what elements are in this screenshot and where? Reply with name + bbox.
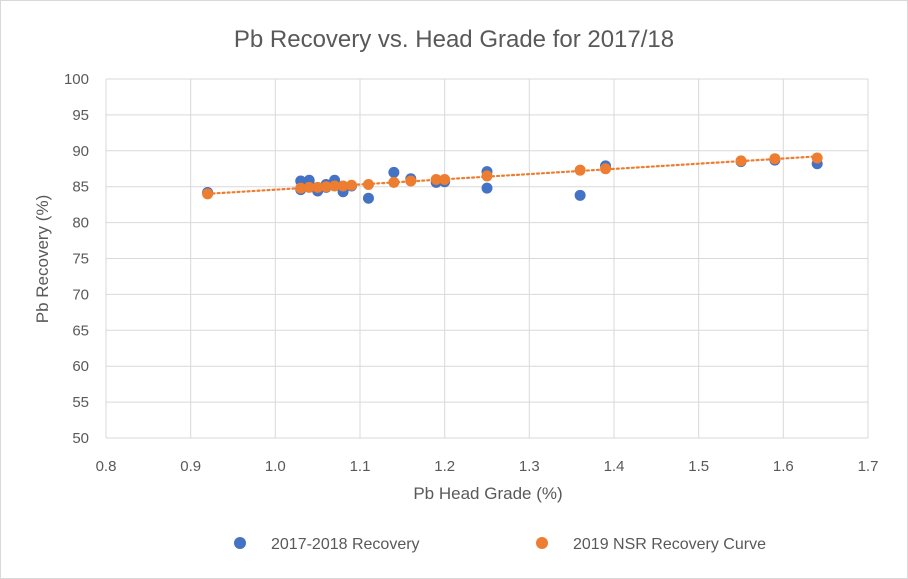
x-tick-label: 1.1 (350, 458, 371, 475)
x-tick-label: 1.7 (858, 458, 879, 475)
nsr-curve-point (735, 155, 747, 167)
recovery-point (362, 192, 374, 204)
nsr-curve-point (430, 174, 442, 186)
nsr-curve-point (329, 180, 341, 192)
nsr-curve-point (320, 181, 332, 193)
chart-title: Pb Recovery vs. Head Grade for 2017/18 (234, 26, 674, 53)
legend-label-nsr-curve: 2019 NSR Recovery Curve (573, 536, 766, 553)
x-tick-label: 1.3 (519, 458, 540, 475)
y-tick-label: 50 (72, 430, 89, 447)
y-tick-label: 85 (72, 179, 89, 196)
x-axis-title: Pb Head Grade (%) (413, 484, 562, 503)
recovery-point (388, 166, 400, 178)
y-tick-label: 95 (72, 107, 89, 124)
y-axis-title: Pb Recovery (%) (33, 195, 52, 323)
x-tick-label: 1.4 (604, 458, 625, 475)
series-1 (202, 152, 823, 200)
legend: 2017-2018 Recovery 2019 NSR Recovery Cur… (234, 536, 766, 553)
legend-marker-nsr-curve (536, 537, 548, 549)
nsr-curve-point (295, 182, 307, 194)
nsr-curve-point (362, 179, 374, 191)
y-tick-label: 60 (72, 358, 89, 375)
tick-labels: 50 55 60 65 70 75 80 85 90 95 100 0.8 0.9 1.0 1.1 1.2 1.… (64, 71, 878, 475)
nsr-curve-point (303, 181, 315, 193)
y-tick-label: 65 (72, 322, 89, 339)
x-tick-label: 1.6 (773, 458, 794, 475)
nsr-curve-point (388, 176, 400, 188)
nsr-curve-point (769, 153, 781, 165)
x-tick-label: 1.2 (434, 458, 455, 475)
legend-marker-recovery (234, 537, 246, 549)
nsr-curve-point (481, 170, 493, 182)
recovery-point (574, 189, 586, 201)
data-points (202, 152, 823, 204)
nsr-curve-point (337, 180, 349, 192)
nsr-curve-point (439, 174, 451, 186)
y-tick-label: 55 (72, 394, 89, 411)
nsr-curve-point (811, 152, 823, 164)
nsr-curve-point (600, 163, 612, 175)
y-tick-label: 75 (72, 251, 89, 268)
y-tick-label: 70 (72, 286, 89, 303)
recovery-point (481, 182, 493, 194)
legend-label-recovery: 2017-2018 Recovery (271, 536, 420, 553)
nsr-curve-point (312, 181, 324, 193)
y-tick-label: 80 (72, 215, 89, 232)
x-tick-label: 0.8 (96, 458, 117, 475)
nsr-curve-point (574, 164, 586, 176)
x-tick-label: 1.5 (688, 458, 709, 475)
grid (105, 78, 869, 439)
y-tick-label: 100 (64, 71, 89, 88)
x-tick-label: 0.9 (180, 458, 201, 475)
y-tick-label: 90 (72, 143, 89, 160)
nsr-curve-point (346, 179, 358, 191)
nsr-curve-point (405, 175, 417, 187)
x-tick-label: 1.0 (265, 458, 286, 475)
nsr-curve-point (202, 188, 214, 200)
